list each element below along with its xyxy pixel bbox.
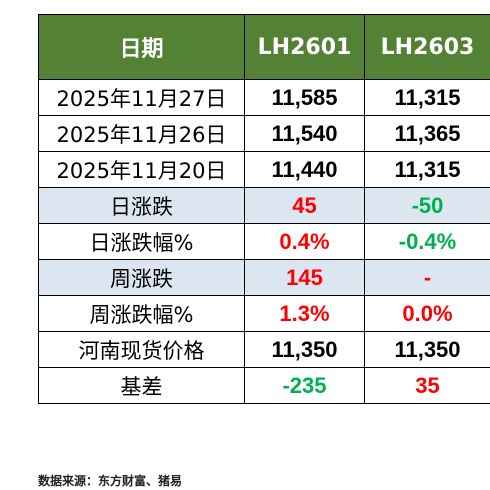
- header-lh2603: LH2603: [364, 15, 490, 79]
- lh2603-value: 0.0%: [364, 296, 490, 331]
- lh2603-value: 35: [364, 368, 490, 403]
- lh2601-value: -235: [244, 368, 364, 403]
- table-row: 日涨跌幅% 0.4% -0.4%: [38, 224, 490, 260]
- table-row: 周涨跌幅% 1.3% 0.0%: [38, 296, 490, 332]
- row-label: 周涨跌: [38, 260, 244, 295]
- lh2601-value: 11,585: [244, 80, 364, 115]
- row-label: 2025年11月27日: [38, 80, 244, 115]
- lh2601-value: 11,350: [244, 332, 364, 367]
- row-label: 基差: [38, 368, 244, 403]
- lh2603-value: -50: [364, 188, 490, 223]
- price-table: 日期 LH2601 LH2603 2025年11月27日 11,585 11,3…: [38, 14, 490, 404]
- lh2601-value: 1.3%: [244, 296, 364, 331]
- lh2603-value: 11,315: [364, 152, 490, 187]
- lh2601-value: 0.4%: [244, 224, 364, 259]
- table-row: 日涨跌 45 -50: [38, 188, 490, 224]
- table-row: 2025年11月20日 11,440 11,315: [38, 152, 490, 188]
- table-row: 周涨跌 145 -: [38, 260, 490, 296]
- lh2601-value: 11,540: [244, 116, 364, 151]
- lh2603-value: 11,350: [364, 332, 490, 367]
- lh2603-value: -0.4%: [364, 224, 490, 259]
- lh2603-value: -: [364, 260, 490, 295]
- lh2603-value: 11,365: [364, 116, 490, 151]
- data-source-note: 数据来源：东方财富、猪易: [38, 474, 183, 488]
- row-label: 河南现货价格: [38, 332, 244, 367]
- table-row: 基差 -235 35: [38, 368, 490, 404]
- table-header-row: 日期 LH2601 LH2603: [38, 14, 490, 80]
- table-row: 2025年11月27日 11,585 11,315: [38, 80, 490, 116]
- row-label: 周涨跌幅%: [38, 296, 244, 331]
- row-label: 2025年11月26日: [38, 116, 244, 151]
- header-date: 日期: [38, 15, 244, 79]
- row-label: 日涨跌幅%: [38, 224, 244, 259]
- lh2601-value: 145: [244, 260, 364, 295]
- table-row: 河南现货价格 11,350 11,350: [38, 332, 490, 368]
- row-label: 日涨跌: [38, 188, 244, 223]
- table-row: 2025年11月26日 11,540 11,365: [38, 116, 490, 152]
- row-label: 2025年11月20日: [38, 152, 244, 187]
- lh2601-value: 11,440: [244, 152, 364, 187]
- header-lh2601: LH2601: [244, 15, 364, 79]
- lh2601-value: 45: [244, 188, 364, 223]
- lh2603-value: 11,315: [364, 80, 490, 115]
